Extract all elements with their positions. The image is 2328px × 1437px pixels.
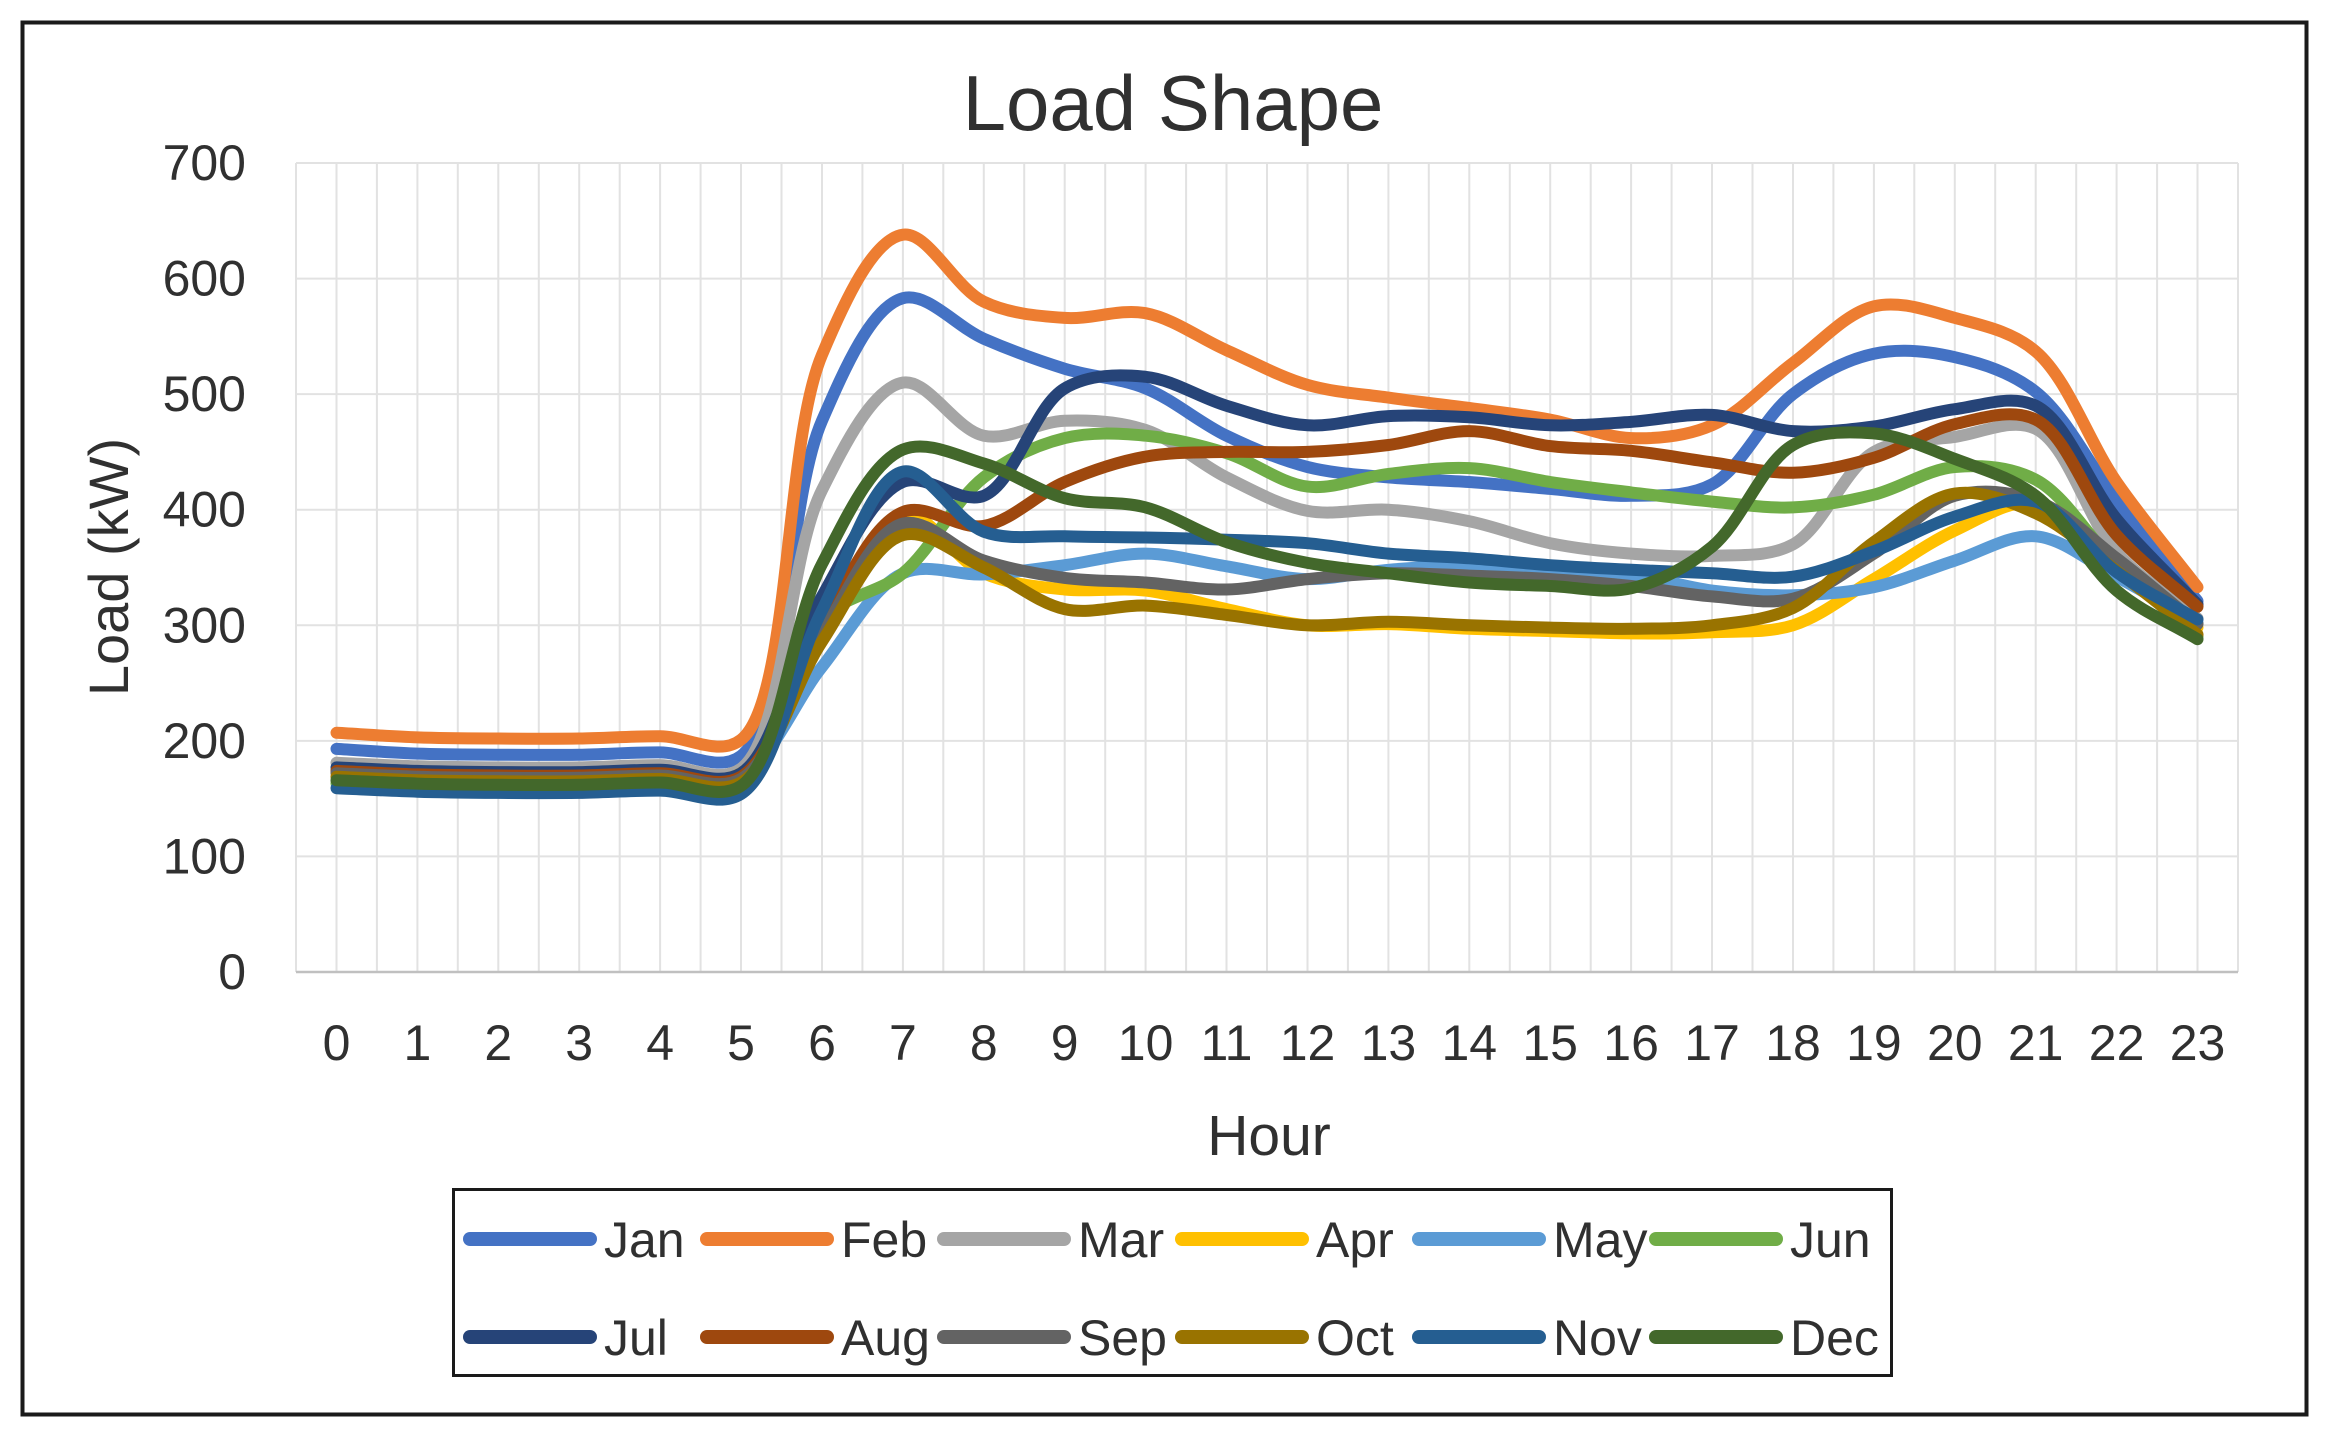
svg-text:7: 7 xyxy=(889,1015,917,1071)
svg-text:14: 14 xyxy=(1441,1015,1497,1071)
svg-text:9: 9 xyxy=(1051,1015,1079,1071)
svg-text:0: 0 xyxy=(218,944,246,1000)
svg-text:Jul: Jul xyxy=(604,1310,668,1366)
svg-text:10: 10 xyxy=(1118,1015,1174,1071)
svg-text:400: 400 xyxy=(163,482,246,538)
svg-text:16: 16 xyxy=(1603,1015,1659,1071)
svg-text:100: 100 xyxy=(163,828,246,884)
svg-text:Aug: Aug xyxy=(841,1310,930,1366)
svg-text:Jan: Jan xyxy=(604,1212,685,1268)
svg-text:Sep: Sep xyxy=(1078,1310,1167,1366)
svg-text:15: 15 xyxy=(1522,1015,1578,1071)
svg-text:Mar: Mar xyxy=(1078,1212,1164,1268)
svg-text:19: 19 xyxy=(1846,1015,1902,1071)
svg-text:17: 17 xyxy=(1684,1015,1740,1071)
svg-text:21: 21 xyxy=(2008,1015,2064,1071)
svg-text:1: 1 xyxy=(403,1015,431,1071)
svg-text:6: 6 xyxy=(808,1015,836,1071)
svg-text:Load (kW): Load (kW) xyxy=(77,438,140,696)
svg-text:May: May xyxy=(1553,1212,1647,1268)
svg-text:Dec: Dec xyxy=(1790,1310,1879,1366)
svg-text:500: 500 xyxy=(163,366,246,422)
svg-text:22: 22 xyxy=(2089,1015,2145,1071)
svg-text:3: 3 xyxy=(565,1015,593,1071)
svg-text:200: 200 xyxy=(163,713,246,769)
svg-text:Hour: Hour xyxy=(1207,1104,1331,1168)
svg-text:600: 600 xyxy=(163,251,246,307)
svg-text:Nov: Nov xyxy=(1553,1310,1642,1366)
svg-text:Load Shape: Load Shape xyxy=(963,59,1384,147)
svg-text:Oct: Oct xyxy=(1316,1310,1394,1366)
svg-text:20: 20 xyxy=(1927,1015,1983,1071)
svg-text:8: 8 xyxy=(970,1015,998,1071)
svg-text:18: 18 xyxy=(1765,1015,1821,1071)
svg-text:Apr: Apr xyxy=(1316,1212,1394,1268)
svg-text:2: 2 xyxy=(484,1015,512,1071)
svg-text:4: 4 xyxy=(646,1015,674,1071)
svg-text:300: 300 xyxy=(163,597,246,653)
svg-text:Jun: Jun xyxy=(1790,1212,1871,1268)
svg-text:0: 0 xyxy=(323,1015,351,1071)
svg-text:11: 11 xyxy=(1201,1015,1253,1071)
svg-text:13: 13 xyxy=(1361,1015,1417,1071)
svg-text:12: 12 xyxy=(1280,1015,1336,1071)
svg-text:5: 5 xyxy=(727,1015,755,1071)
svg-text:23: 23 xyxy=(2170,1015,2226,1071)
svg-text:700: 700 xyxy=(163,135,246,191)
svg-text:Feb: Feb xyxy=(841,1212,927,1268)
